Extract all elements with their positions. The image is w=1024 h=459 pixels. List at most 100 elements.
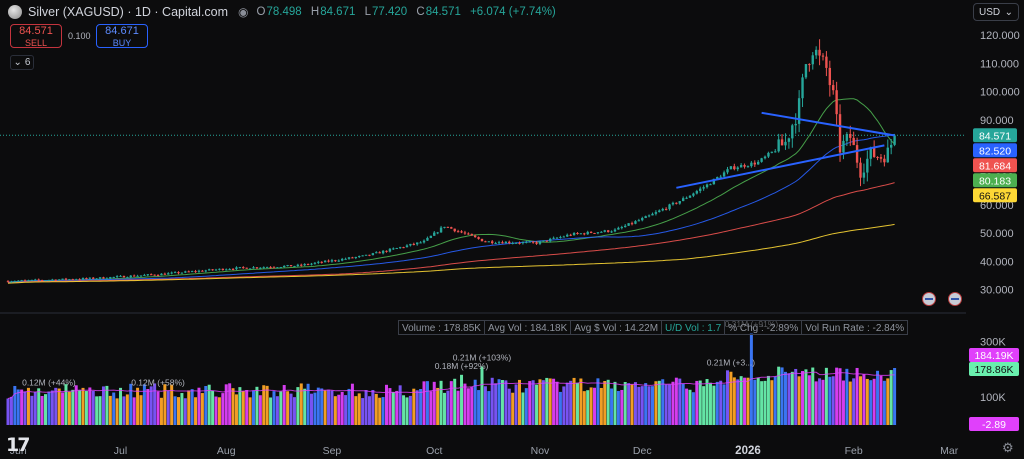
candle-body: [654, 212, 658, 214]
candle-body: [259, 267, 262, 269]
volume-bar: [494, 383, 498, 425]
currency-label: USD: [979, 6, 1001, 18]
volume-bar: [565, 382, 569, 425]
volume-bar: [555, 381, 559, 425]
candle-body: [579, 233, 583, 235]
volume-bar: [357, 393, 361, 425]
volume-bar: [865, 378, 869, 425]
volume-bar: [282, 385, 286, 425]
candle-body: [484, 241, 487, 243]
candle-body: [6, 281, 10, 283]
candle-body: [634, 221, 637, 224]
currency-select[interactable]: USD ⌄: [973, 3, 1019, 21]
volume-bar: [483, 386, 487, 425]
volume-bar: [385, 384, 389, 425]
candle-body: [419, 242, 422, 244]
candle-body: [385, 250, 388, 252]
candle-body: [71, 279, 74, 281]
buy-button[interactable]: 84.671 BUY: [96, 24, 148, 48]
candle-body: [143, 274, 146, 276]
volume-bar: [340, 391, 344, 425]
candle-body: [327, 260, 330, 262]
volume-bar: [183, 398, 187, 425]
volume-bar: [272, 391, 276, 425]
volume-bar: [575, 382, 579, 425]
volume-bar: [142, 384, 146, 425]
volume-bar: [200, 393, 204, 425]
us-flag-event-icon[interactable]: [948, 292, 962, 306]
volume-bar: [524, 388, 528, 425]
volume-bar: [708, 382, 712, 425]
candle-body: [879, 157, 883, 159]
eye-icon[interactable]: ◉: [238, 5, 249, 19]
candle-body: [774, 151, 777, 153]
candle-body: [668, 204, 671, 210]
candle-body: [238, 267, 242, 269]
candle-body: [150, 274, 153, 276]
price-tick-label: 40.000: [980, 256, 1014, 268]
volume-bar: [20, 389, 24, 425]
volume-bar: [698, 380, 702, 425]
ma-line-ma100: [7, 182, 895, 284]
candle-body: [354, 257, 358, 259]
sell-button[interactable]: 84.571 SELL: [10, 24, 62, 48]
candle-body: [119, 275, 122, 277]
candle-body: [221, 268, 225, 271]
volume-tick-label: 100K: [980, 392, 1006, 404]
candle-body: [641, 218, 644, 221]
volume-bar: [487, 391, 491, 425]
volume-bar: [777, 366, 781, 425]
candle-body: [589, 231, 593, 233]
candle-body: [606, 230, 610, 232]
candle-body: [337, 260, 340, 262]
candle-body: [429, 235, 433, 238]
candle-body: [255, 267, 259, 269]
volume-bar: [879, 375, 883, 425]
volume-bar: [333, 396, 337, 425]
volume-bar: [876, 370, 880, 425]
us-flag-event-icon[interactable]: [922, 292, 936, 306]
volume-bar: [388, 388, 392, 425]
volume-bar: [207, 384, 211, 425]
volume-bar: [545, 377, 549, 425]
candle-body: [514, 242, 518, 244]
candle-body: [334, 260, 337, 262]
candle-body: [75, 279, 78, 281]
volume-bar: [245, 390, 249, 425]
candle-body: [531, 241, 535, 243]
volume-bar: [538, 379, 542, 425]
stat-vol-run-rate: Vol Run Rate : -2.84%: [801, 320, 909, 335]
candle-body: [497, 242, 501, 244]
volume-bar: [231, 388, 235, 425]
volume-label-box: [969, 348, 1019, 362]
candle-body: [733, 166, 736, 170]
candle-body: [426, 237, 429, 241]
x-tick-label: Feb: [845, 445, 863, 457]
candle-body: [838, 114, 842, 153]
volume-bar: [26, 387, 30, 425]
indicators-toggle[interactable]: ⌄ 6: [10, 55, 34, 70]
gear-icon[interactable]: ⚙: [1002, 440, 1014, 455]
volume-bar: [415, 390, 419, 425]
volume-bar: [753, 379, 757, 425]
volume-bar: [429, 391, 433, 425]
volume-bar: [313, 392, 317, 425]
volume-bar: [886, 378, 890, 425]
volume-bar: [528, 381, 532, 425]
candle-body: [303, 264, 306, 266]
candle-body: [313, 262, 317, 264]
volume-bar: [197, 387, 201, 425]
symbol-title[interactable]: Silver (XAGUSD) · 1D · Capital.com: [28, 5, 229, 19]
candle-body: [712, 178, 716, 185]
candle-body: [34, 279, 37, 281]
candle-body: [115, 276, 119, 278]
candle-body: [402, 247, 405, 249]
volume-bar: [61, 392, 65, 425]
tradingview-logo[interactable]: 17: [6, 434, 30, 456]
volume-bar: [81, 387, 85, 425]
volume-bar: [108, 395, 112, 425]
price-tick-label: 100.000: [980, 87, 1020, 99]
candle-body: [511, 242, 514, 244]
volume-bar: [422, 381, 426, 425]
